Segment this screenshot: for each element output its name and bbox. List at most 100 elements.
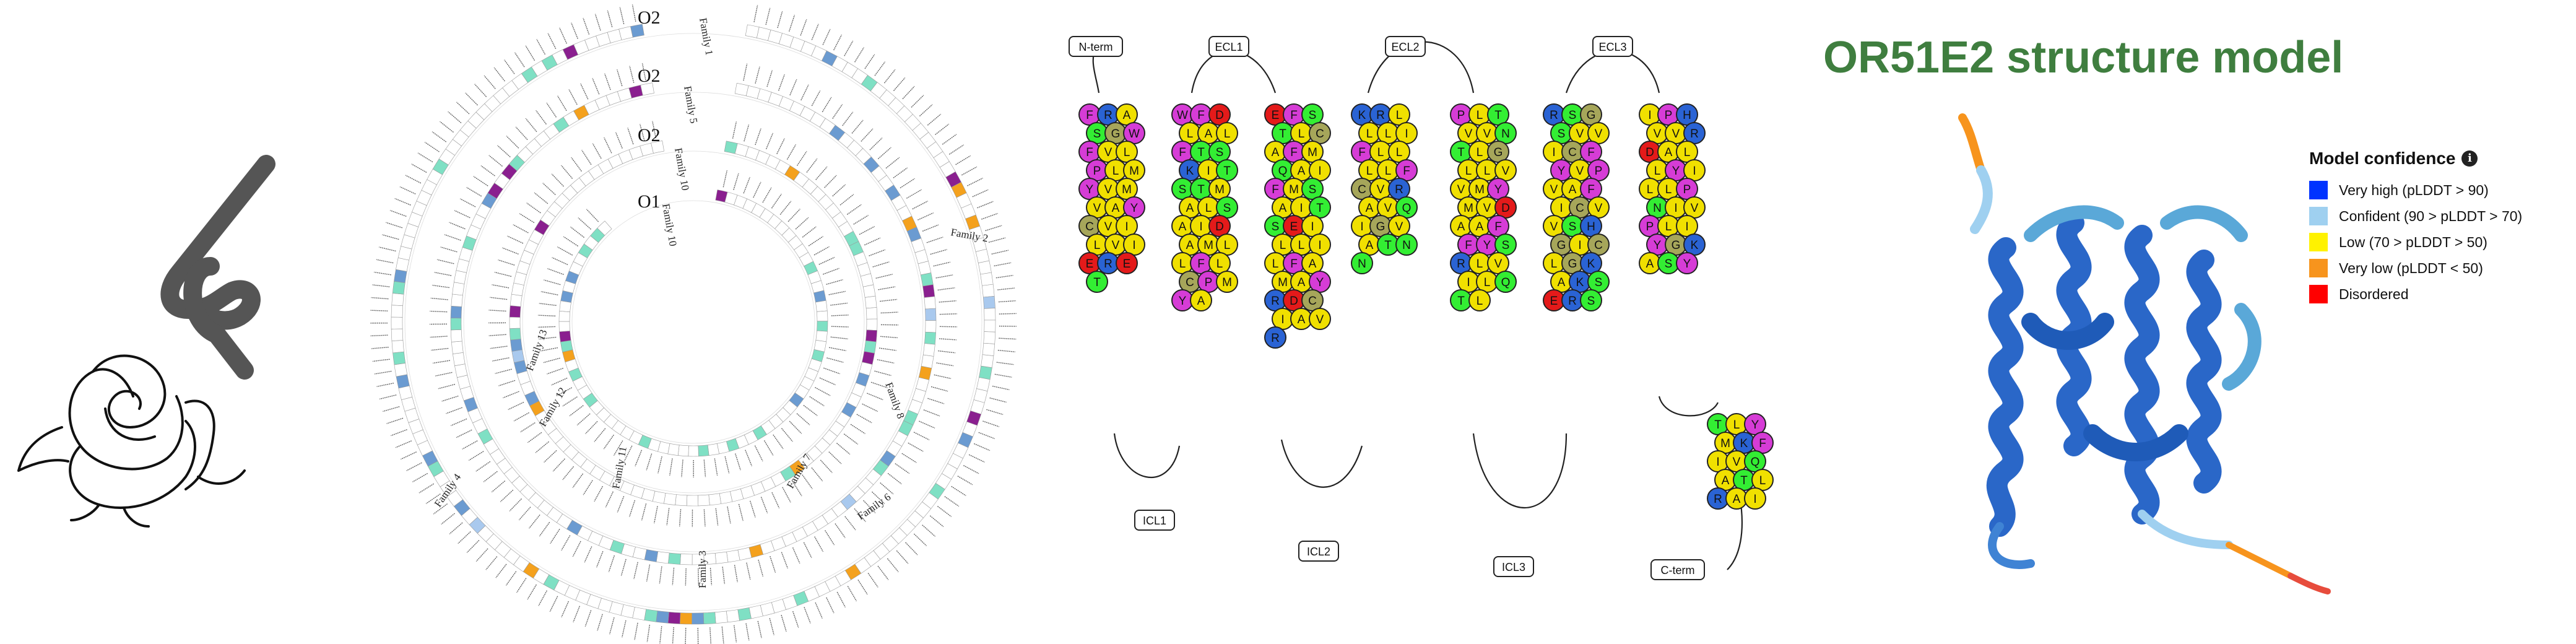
gene-label-mark	[779, 201, 792, 215]
ring-segment	[924, 296, 936, 310]
residue-letter: D	[1215, 220, 1224, 233]
gene-label-mark	[853, 215, 869, 225]
gene-label-mark	[572, 541, 581, 557]
residue-letter: V	[1483, 202, 1491, 215]
residue-letter: Y	[1179, 295, 1187, 308]
residue-letter: S	[1665, 258, 1673, 271]
residue-letter: D	[1215, 109, 1224, 122]
gene-label-mark	[374, 370, 392, 375]
gene-label-mark	[709, 568, 713, 586]
gene-label-mark	[488, 334, 506, 336]
gene-label-mark	[800, 84, 809, 101]
gene-label-mark	[753, 181, 761, 198]
gene-label-mark	[811, 90, 821, 107]
gene-label-mark	[374, 271, 392, 276]
residue-letter: A	[1298, 313, 1306, 326]
gene-label-mark	[815, 602, 823, 619]
residue-letter: I	[1405, 128, 1408, 141]
gene-label-mark	[995, 274, 1013, 279]
gene-label-mark	[433, 503, 448, 515]
residue-letter: R	[1104, 258, 1112, 271]
gene-label-mark	[781, 428, 793, 442]
ring-segment	[980, 272, 994, 286]
gene-label-mark	[581, 150, 592, 165]
gene-label-mark	[896, 550, 909, 564]
gene-label-mark	[382, 234, 399, 240]
gene-label-mark	[552, 257, 568, 266]
snake-plot: N-term ICL1 ECL1 ICL2 ECL2 ICL3 ECL3 C-term F R A S…	[1052, 0, 1857, 644]
gene-label-mark	[939, 313, 957, 315]
residue-letter: S	[1309, 109, 1317, 122]
gene-label-mark	[939, 300, 956, 303]
residue-letter: Q	[1278, 165, 1288, 178]
ring-segment	[864, 295, 877, 309]
residue-letter: M	[1720, 437, 1730, 450]
residue-letter: W	[1129, 128, 1140, 141]
residue-letter: A	[1569, 183, 1577, 196]
gene-label-mark	[580, 83, 589, 100]
gene-label-mark	[786, 144, 797, 160]
residue-letter: A	[1665, 146, 1673, 159]
residue-letter: I	[1199, 220, 1202, 233]
gene-label-mark	[557, 246, 573, 256]
ring-segment	[632, 607, 646, 620]
ring-segment	[644, 549, 659, 562]
gene-label-mark	[405, 175, 422, 184]
ring-segment	[396, 374, 410, 389]
gene-label-mark	[745, 450, 752, 466]
gene-label-mark	[371, 297, 389, 300]
ring-segment	[558, 310, 570, 322]
legend-label: Disordered	[2339, 285, 2409, 302]
gene-label-mark	[935, 274, 953, 279]
legend-label: Very low (pLDDT < 50)	[2339, 259, 2483, 276]
gene-label-mark	[406, 462, 422, 471]
gene-label-mark	[417, 152, 433, 163]
gene-label-mark	[605, 491, 614, 508]
residue-letter: C	[1316, 128, 1324, 141]
gene-label-mark	[538, 315, 556, 317]
gene-label-mark	[826, 279, 843, 285]
region-label: ICL3	[1493, 556, 1534, 577]
gene-label-mark	[493, 67, 505, 82]
residue-letter: V	[1104, 220, 1112, 233]
loop-path	[1472, 433, 1568, 509]
gene-label-mark	[994, 373, 1012, 378]
gene-label-mark	[370, 310, 388, 311]
gene-label-mark	[735, 453, 741, 471]
gene-label-mark	[951, 485, 966, 497]
ring-guide	[404, 33, 982, 611]
gene-label-mark	[583, 18, 590, 35]
gene-label-mark	[787, 209, 800, 222]
residue-letter: V	[1733, 456, 1741, 469]
legend-swatch	[2309, 259, 2328, 277]
gene-label-mark	[544, 450, 557, 463]
gene-label-mark	[917, 212, 934, 220]
residue-letter: L	[1665, 183, 1672, 196]
residue-letter: A	[1186, 202, 1194, 215]
gene-label-mark	[777, 11, 783, 28]
legend-swatch	[2309, 285, 2328, 303]
info-icon[interactable]: i	[2461, 150, 2478, 167]
residue-letter: R	[1395, 183, 1403, 196]
legend-header: Model confidence i	[2309, 149, 2569, 168]
residue-letter: T	[1384, 239, 1392, 252]
residue-letter: R	[1271, 332, 1280, 345]
gene-label-mark	[456, 102, 470, 115]
gene-label-mark	[557, 95, 567, 111]
gene-label-mark	[863, 500, 876, 513]
family-label: Family 10	[672, 147, 692, 191]
gene-label-mark	[963, 465, 979, 474]
gene-label-mark	[822, 28, 831, 45]
gene-label-mark	[617, 69, 623, 87]
gene-label-mark	[856, 414, 872, 424]
gene-label-mark	[836, 591, 846, 608]
gene-label-mark	[441, 395, 459, 402]
gene-label-mark	[609, 617, 615, 635]
gene-label-mark	[722, 170, 728, 188]
ring-segment	[451, 341, 464, 354]
residue-letter: V	[1576, 165, 1584, 178]
ring-segment	[679, 612, 692, 625]
residue-letter: P	[1205, 276, 1213, 289]
gene-label-mark	[977, 201, 994, 209]
residue-letter: Y	[1316, 276, 1324, 289]
